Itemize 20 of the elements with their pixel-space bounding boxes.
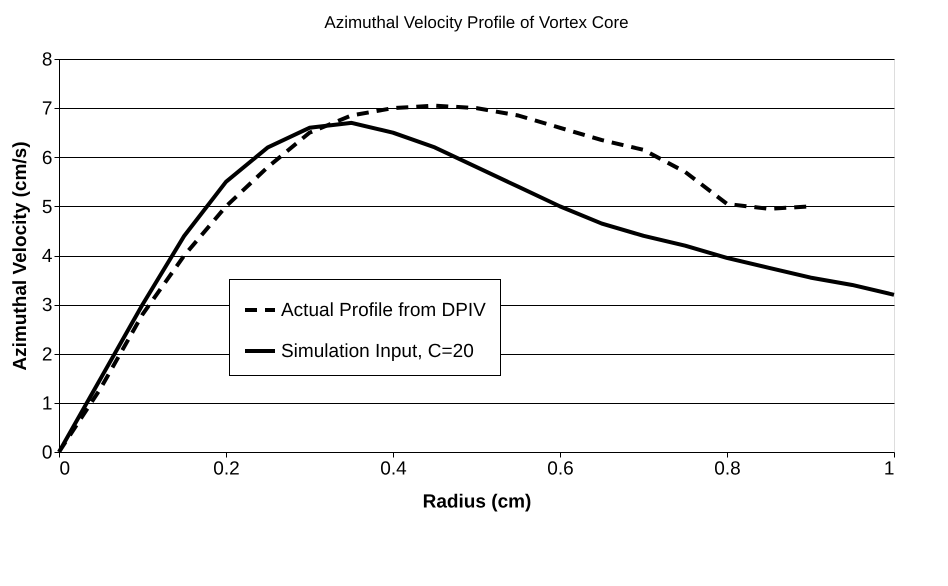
y-tick-label: 3 (42, 295, 52, 316)
legend-label: Simulation Input, C=20 (281, 341, 474, 362)
y-tick-label: 0 (42, 442, 52, 464)
x-tick-label: 0.8 (714, 458, 741, 480)
y-tick-label: 4 (42, 246, 53, 267)
y-tick-label: 1 (42, 393, 52, 414)
x-tick-label: 0.6 (547, 458, 574, 480)
y-tick-label: 8 (42, 50, 52, 70)
y-tick-label: 5 (42, 196, 52, 218)
x-axis-title: Radius (cm) (422, 492, 532, 512)
x-tick-label: 0.4 (380, 458, 408, 480)
y-axis-title: Azimuthal Velocity (cm/s) (10, 141, 31, 371)
x-tick-label: 0.2 (213, 458, 240, 480)
chart-title: Azimuthal Velocity Profile of Vortex Core (324, 13, 629, 32)
y-tick-label: 7 (42, 98, 52, 120)
y-tick-label: 6 (42, 148, 52, 169)
x-tick-label: 0 (60, 458, 70, 480)
x-tick-label: 1 (884, 458, 894, 480)
legend-label: Actual Profile from DPIV (281, 300, 486, 321)
y-tick-label: 2 (42, 344, 52, 366)
